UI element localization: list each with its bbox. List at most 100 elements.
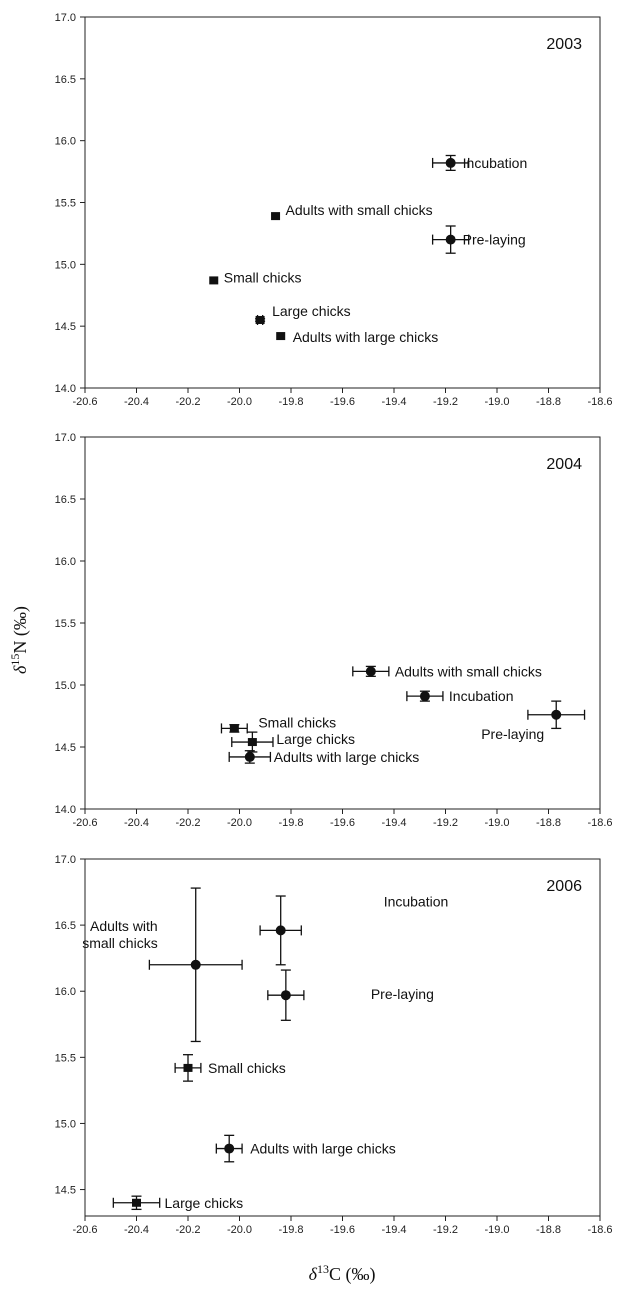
point-label: Pre-laying bbox=[481, 726, 544, 742]
point-label: Adults with large chicks bbox=[274, 749, 420, 765]
point-label: Adults with large chicks bbox=[250, 1141, 396, 1157]
circle-marker bbox=[224, 1143, 235, 1154]
x-tick-label: -19.0 bbox=[484, 817, 509, 829]
y-tick-label: 17.0 bbox=[55, 854, 76, 866]
x-tick-label: -19.8 bbox=[278, 1224, 303, 1236]
data-point-adults-with-small-chicks: Adults with small chicks bbox=[271, 202, 433, 221]
point-label: Pre-laying bbox=[463, 232, 526, 248]
y-tick-label: 14.0 bbox=[55, 383, 76, 395]
x-tick-label: -18.6 bbox=[587, 1224, 612, 1236]
x-tick-label: -20.2 bbox=[175, 396, 200, 408]
y-tick-label: 15.0 bbox=[55, 259, 76, 271]
circle-marker bbox=[445, 234, 456, 245]
y-tick-label: 17.0 bbox=[55, 432, 76, 444]
y-tick-label: 14.5 bbox=[55, 1185, 76, 1197]
data-point-small-chicks: Small chicks bbox=[220, 714, 336, 734]
panel-year-label: 2003 bbox=[546, 36, 582, 53]
point-label: Small chicks bbox=[208, 1060, 286, 1076]
point-label: Large chicks bbox=[165, 1195, 244, 1211]
y-tick-label: 14.0 bbox=[55, 804, 76, 816]
y-tick-label: 16.0 bbox=[55, 556, 76, 568]
x-axis-title-unit: C (‰) bbox=[329, 1264, 376, 1285]
y-tick-label: 16.5 bbox=[55, 74, 76, 86]
data-point-small-chicks: Small chicks bbox=[174, 1054, 286, 1082]
square-marker bbox=[255, 315, 265, 324]
point-label: Pre-laying bbox=[371, 986, 434, 1002]
point-label: Adults with large chicks bbox=[293, 329, 439, 345]
x-tick-label: -19.6 bbox=[330, 396, 355, 408]
y-tick-label: 16.0 bbox=[55, 136, 76, 148]
x-tick-label: -18.8 bbox=[536, 396, 561, 408]
point-label: Small chicks bbox=[258, 714, 336, 730]
x-tick-label: -20.4 bbox=[124, 817, 149, 829]
panel-year-label: 2004 bbox=[546, 456, 582, 473]
data-point-adults-with-large-chicks: Adults with large chicks bbox=[228, 749, 420, 765]
y-tick-label: 14.5 bbox=[55, 742, 76, 754]
x-tick-label: -19.4 bbox=[381, 817, 406, 829]
x-tick-label: -20.4 bbox=[124, 1224, 149, 1236]
panel-2004: -20.6 -20.4 -20.2 -20.0 -19.8 -19.6 -19.4 -19.2… bbox=[55, 432, 613, 829]
y-tick-label: 15.5 bbox=[55, 618, 76, 630]
x-tick-label: -20.2 bbox=[175, 817, 200, 829]
x-tick-label: -19.2 bbox=[433, 817, 458, 829]
x-tick-label: -19.8 bbox=[278, 817, 303, 829]
point-label-line: small chicks bbox=[82, 935, 157, 951]
data-point-adults-with-small-chicks: Adults with small chicks bbox=[82, 887, 243, 1043]
data-point-incubation: Incubation bbox=[406, 688, 514, 704]
square-marker bbox=[132, 1198, 141, 1207]
x-tick-label: -19.4 bbox=[381, 1224, 406, 1236]
panel-2003: -20.6 -20.4 -20.2 -20.0 -19.8 -19.6 -19.4 -19.2… bbox=[55, 12, 613, 408]
y-tick-label: 16.0 bbox=[55, 986, 76, 998]
point-label: Adults with small chicks bbox=[286, 202, 433, 218]
y-tick-label: 16.5 bbox=[55, 920, 76, 932]
circle-marker bbox=[244, 751, 255, 762]
y-tick-label: 15.0 bbox=[55, 1118, 76, 1130]
data-point-adults-with-small-chicks: Adults with small chicks bbox=[352, 663, 542, 679]
x-tick-label: -19.6 bbox=[330, 1224, 355, 1236]
x-tick-label: -20.6 bbox=[72, 396, 97, 408]
x-axis-title-superscript: 13 bbox=[317, 1262, 329, 1276]
data-point-small-chicks: Small chicks bbox=[209, 269, 302, 285]
square-marker bbox=[271, 212, 281, 221]
point-label: Adults with small chicks bbox=[82, 918, 157, 951]
data-point-pre-laying: Pre-laying bbox=[431, 225, 526, 254]
point-label: Large chicks bbox=[276, 731, 355, 747]
square-marker bbox=[229, 724, 239, 733]
chart-panels: -20.6 -20.4 -20.2 -20.0 -19.8 -19.6 -19.4 -19.2… bbox=[55, 12, 613, 1236]
y-axis-title: δ15N (‰) bbox=[8, 606, 31, 674]
plot-frame bbox=[84, 858, 601, 1217]
x-axis-title: δ13C (‰) bbox=[309, 1262, 376, 1285]
circle-marker bbox=[365, 666, 376, 677]
x-tick-label: -18.8 bbox=[536, 1224, 561, 1236]
x-tick-label: -20.0 bbox=[227, 817, 252, 829]
data-point-pre-laying: Pre-laying bbox=[267, 969, 434, 1021]
x-tick-label: -20.6 bbox=[72, 1224, 97, 1236]
y-tick-label: 17.0 bbox=[55, 12, 76, 24]
data-point-pre-laying: Pre-laying bbox=[481, 700, 586, 742]
x-tick-label: -19.0 bbox=[484, 1224, 509, 1236]
y-tick-label: 15.0 bbox=[55, 680, 76, 692]
circle-marker bbox=[445, 157, 456, 168]
square-marker bbox=[276, 332, 286, 341]
data-point-adults-with-large-chicks: Adults with large chicks bbox=[276, 329, 438, 345]
point-label: Incubation bbox=[449, 688, 514, 704]
x-tick-label: -18.6 bbox=[587, 817, 612, 829]
square-marker bbox=[209, 276, 219, 285]
y-tick-label: 16.5 bbox=[55, 494, 76, 506]
data-point-incubation: Incubation bbox=[431, 154, 528, 171]
data-point-adults-with-large-chicks: Adults with large chicks bbox=[215, 1134, 396, 1163]
y-tick-label: 15.5 bbox=[55, 198, 76, 210]
panel-year-label: 2006 bbox=[546, 878, 582, 895]
square-marker bbox=[183, 1063, 193, 1072]
data-point-incubation: Incubation bbox=[259, 893, 448, 966]
square-marker bbox=[247, 738, 257, 747]
data-point-large-chicks: Large chicks bbox=[255, 303, 351, 325]
point-label: Incubation bbox=[463, 155, 528, 171]
data-point-large-chicks: Large chicks bbox=[231, 731, 355, 753]
x-tick-label: -18.8 bbox=[536, 817, 561, 829]
circle-marker bbox=[280, 990, 291, 1001]
x-tick-label: -19.0 bbox=[484, 396, 509, 408]
y-tick-label: 14.5 bbox=[55, 321, 76, 333]
point-label: Small chicks bbox=[224, 269, 302, 285]
